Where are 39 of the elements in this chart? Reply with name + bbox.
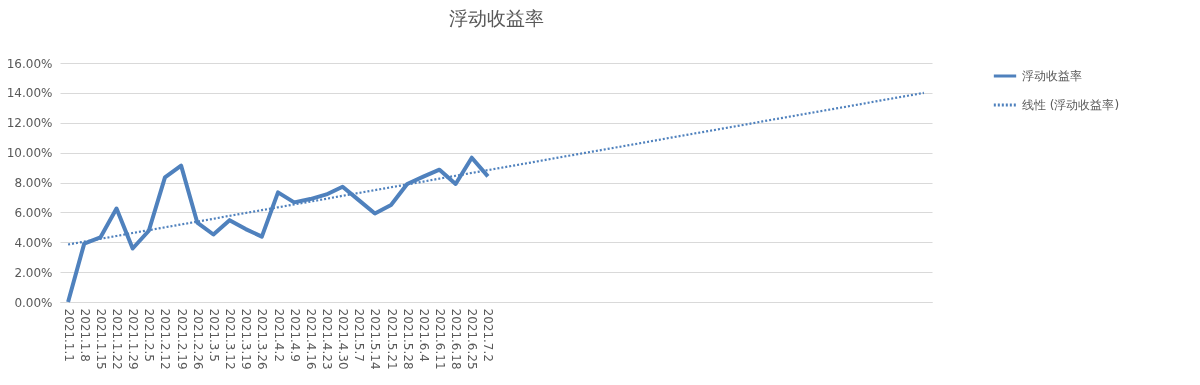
x-tick-label: 2021.1.1 [61, 308, 76, 362]
chart-title: 浮动收益率 [448, 7, 544, 29]
x-tick-label: 2021.1.8 [77, 308, 92, 362]
x-tick-label: 2021.2.12 [158, 308, 173, 370]
x-tick-label: 2021.3.26 [255, 308, 270, 370]
x-tick-label: 2021.4.30 [336, 308, 351, 370]
x-tick-label: 2021.5.28 [400, 308, 415, 370]
legend-label: 浮动收益率 [1022, 69, 1082, 83]
x-tick-label: 2021.5.14 [368, 308, 383, 370]
x-tick-label: 2021.7.2 [481, 308, 496, 362]
x-tick-label: 2021.1.22 [110, 308, 125, 370]
x-tick-label: 2021.4.9 [287, 308, 302, 362]
y-tick-label: 12.00% [6, 116, 53, 131]
x-tick-label: 2021.6.4 [416, 308, 431, 362]
x-tick-label: 2021.4.2 [271, 308, 286, 362]
y-tick-label: 14.00% [6, 86, 53, 101]
x-tick-label: 2021.3.5 [206, 308, 221, 362]
x-tick-label: 2021.1.15 [93, 308, 108, 370]
x-tick-label: 2021.5.7 [352, 308, 367, 362]
x-tick-label: 2021.1.29 [126, 308, 141, 370]
y-tick-label: 10.00% [6, 146, 53, 161]
y-tick-label: 6.00% [14, 205, 53, 220]
y-tick-label: 16.00% [6, 56, 53, 71]
x-tick-label: 2021.2.19 [174, 308, 189, 370]
y-tick-label: 2.00% [14, 265, 53, 280]
y-tick-label: 8.00% [14, 176, 53, 190]
y-tick-label: 4.00% [14, 235, 53, 250]
x-tick-label: 2021.4.23 [319, 308, 334, 370]
x-tick-label: 2021.2.26 [190, 308, 205, 370]
x-tick-label: 2021.5.21 [384, 308, 399, 370]
x-tick-label: 2021.4.16 [303, 308, 318, 370]
y-tick-label: 0.00% [14, 295, 53, 310]
x-tick-label: 2021.6.18 [449, 308, 464, 370]
x-tick-label: 2021.2.5 [142, 308, 157, 362]
x-tick-label: 2021.6.25 [465, 308, 480, 370]
x-tick-label: 2021.3.19 [239, 308, 254, 370]
x-tick-label: 2021.6.11 [432, 308, 447, 370]
legend-label: 线性 (浮动收益率) [1022, 98, 1120, 112]
x-tick-label: 2021.3.12 [223, 308, 238, 370]
